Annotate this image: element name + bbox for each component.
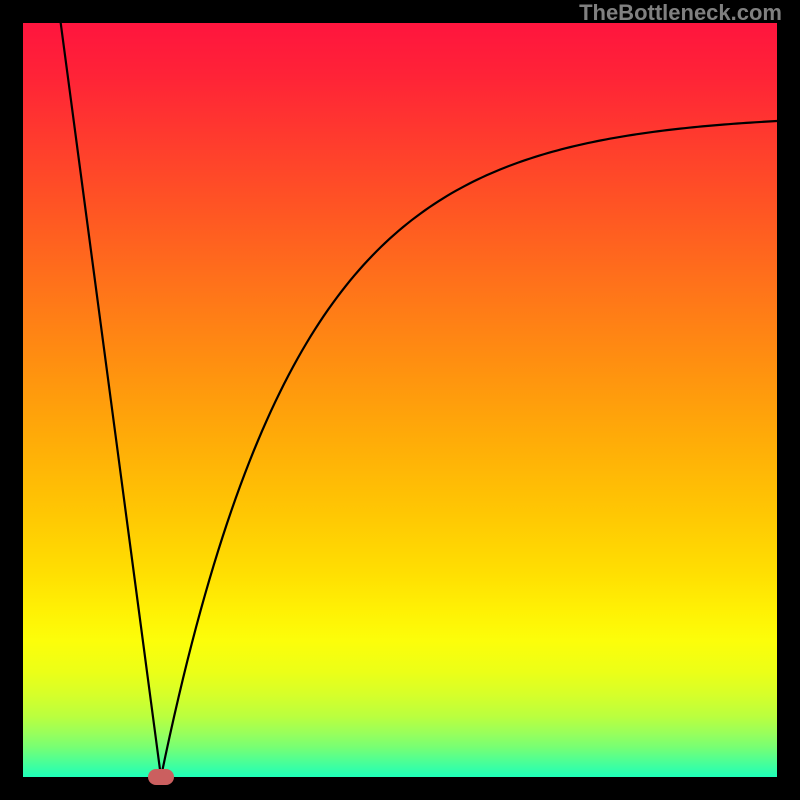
watermark-text: TheBottleneck.com xyxy=(579,0,782,26)
vertex-marker xyxy=(148,769,174,785)
chart-container: TheBottleneck.com xyxy=(0,0,800,800)
plot-area xyxy=(23,23,777,777)
